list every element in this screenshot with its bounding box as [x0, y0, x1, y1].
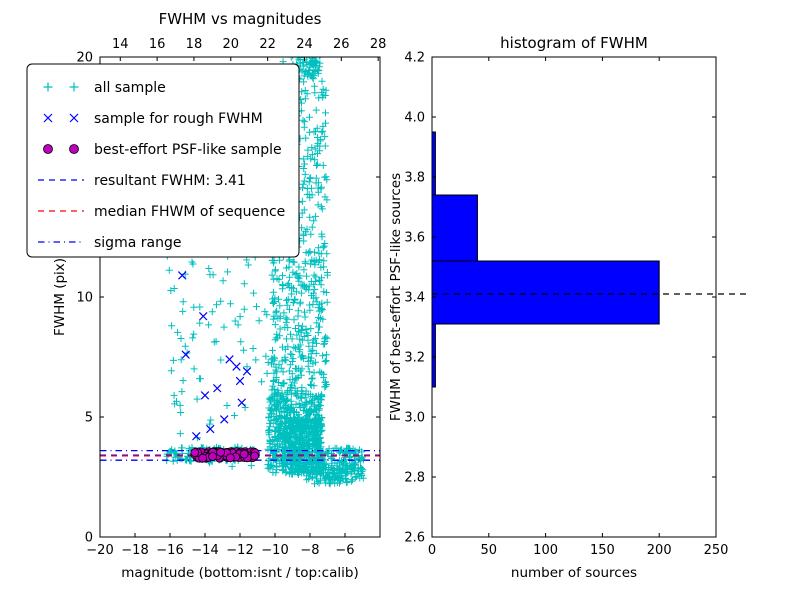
y-tick-label: 3.6	[404, 231, 425, 246]
histogram-bar	[431, 323, 436, 388]
x-tick-label: 0	[428, 543, 436, 558]
top-tick-label: 28	[370, 37, 387, 52]
legend-plus-icon	[43, 82, 53, 92]
legend-label: sample for rough FWHM	[94, 111, 263, 127]
y-tick-label: 5	[85, 411, 93, 426]
x-tick-label: −14	[191, 543, 218, 558]
psf-sample-points	[190, 447, 260, 463]
y-tick-label: 3.2	[404, 351, 425, 366]
x-tick-label: 50	[481, 543, 498, 558]
left-chart-xlabel: magnitude (bottom:isnt / top:calib)	[121, 565, 358, 581]
legend-label: resultant FWHM: 3.41	[94, 173, 246, 189]
top-tick-label: 22	[259, 37, 276, 52]
x-tick-label: −12	[226, 543, 253, 558]
top-tick-label: 18	[186, 37, 203, 52]
top-tick-label: 20	[223, 37, 240, 52]
scatter-plot-area	[100, 57, 380, 488]
legend-circle-icon	[43, 144, 53, 154]
y-tick-label: 2.8	[404, 471, 425, 486]
psf-sample-point	[239, 449, 249, 459]
x-tick-label: −18	[121, 543, 148, 558]
legend-circle-icon	[69, 144, 79, 154]
x-tick-label: 100	[533, 543, 558, 558]
x-tick-label: −10	[261, 543, 288, 558]
left-chart-title: FWHM vs magnitudes	[159, 10, 322, 28]
psf-sample-point	[250, 451, 260, 461]
top-tick-label: 24	[296, 37, 313, 52]
legend-plus-icon	[69, 82, 79, 92]
legend: all sample sample for rough FWHM best-effo…	[26, 63, 300, 258]
right-chart-xlabel: number of sources	[511, 565, 637, 581]
x-tick-label: 250	[704, 543, 729, 558]
top-tick-label: 26	[333, 37, 350, 52]
legend-label: median FHWM of sequence	[94, 204, 285, 220]
y-tick-label: 3.8	[404, 171, 425, 186]
histogram-bar	[431, 194, 478, 262]
legend-x-icon	[43, 113, 53, 123]
y-tick-label: 0	[85, 531, 93, 546]
psf-sample-point	[225, 453, 235, 463]
left-axes: −20−18−16−14−12−10−8−6051015201416182022…	[52, 10, 386, 581]
x-tick-label: −16	[156, 543, 183, 558]
rough-fwhm-points	[177, 271, 252, 463]
legend-label: best-effort PSF-like sample	[94, 142, 282, 158]
y-tick-label: 20	[76, 51, 93, 66]
psf-sample-point	[190, 448, 200, 458]
top-tick-label: 16	[149, 37, 166, 52]
psf-sample-point	[208, 452, 218, 461]
right-chart-ylabel: FWHM of best-effort PSF-like sources	[388, 173, 404, 421]
histogram-bar	[431, 260, 660, 325]
psf-sample-point	[216, 447, 226, 457]
x-tick-label: −8	[300, 543, 319, 558]
psf-sample-point	[198, 453, 208, 463]
y-tick-label: 2.6	[404, 531, 425, 546]
histogram-plot-area: 0 50 100 150 200 250 2.6 2.8 3.0 3.2 3.4 3.6 3.8 4.0 4…	[388, 34, 746, 581]
x-tick-label: −20	[86, 543, 113, 558]
legend-x-icon	[69, 113, 79, 123]
y-tick-label: 3.4	[404, 291, 425, 306]
x-tick-label: −6	[335, 543, 354, 558]
y-tick-label: 4.2	[404, 51, 425, 66]
y-tick-label: 3.0	[404, 411, 425, 426]
x-tick-label: 150	[590, 543, 615, 558]
histogram-bar	[431, 131, 436, 196]
legend-label: sigma range	[94, 235, 181, 251]
right-chart-title: histogram of FWHM	[500, 34, 648, 52]
legend-label: all sample	[94, 80, 166, 96]
left-chart-ylabel: FWHM (pix)	[52, 258, 68, 336]
x-tick-label: 200	[647, 543, 672, 558]
all-sample-points	[163, 57, 367, 488]
y-tick-label: 4.0	[404, 111, 425, 126]
top-tick-label: 14	[112, 37, 129, 52]
legend-box	[26, 63, 300, 258]
y-tick-label: 10	[76, 291, 93, 306]
